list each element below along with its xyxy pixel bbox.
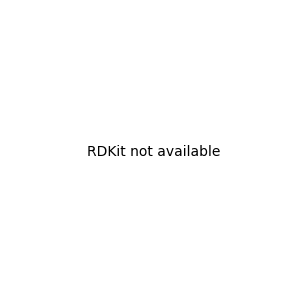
Text: RDKit not available: RDKit not available (87, 145, 220, 158)
